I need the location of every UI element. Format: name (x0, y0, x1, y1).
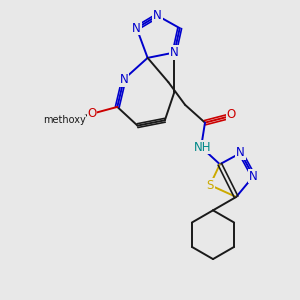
Text: N: N (153, 9, 162, 22)
Text: S: S (206, 178, 214, 192)
Text: N: N (249, 170, 258, 183)
Text: O: O (227, 108, 236, 121)
Text: O: O (87, 107, 97, 120)
Text: N: N (132, 22, 141, 34)
Text: NH: NH (194, 140, 212, 154)
Text: N: N (236, 146, 245, 160)
Text: N: N (170, 46, 179, 59)
Text: N: N (119, 73, 128, 86)
Text: methoxy: methoxy (43, 115, 86, 125)
